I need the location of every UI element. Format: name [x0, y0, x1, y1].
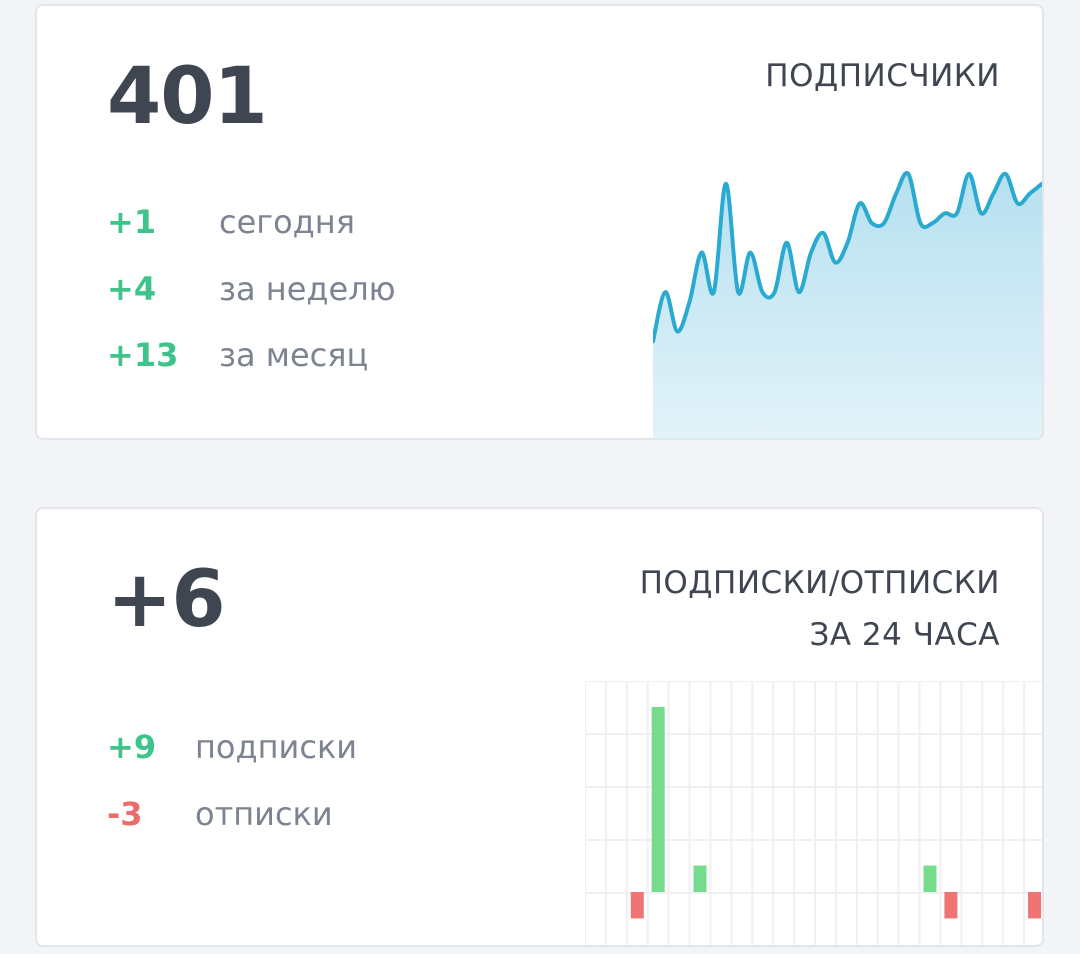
stat-today-label: сегодня [219, 203, 355, 241]
stat-week-label: за неделю [219, 270, 396, 308]
subscribers-title: ПОДПИСЧИКИ [765, 58, 1000, 94]
stat-unsubscriptions: -3 отписки [107, 798, 333, 830]
bar-negative [944, 892, 958, 919]
stat-subscriptions-value: +9 [107, 728, 157, 766]
stat-unsubscriptions-label: отписки [195, 795, 333, 833]
stat-subscriptions: +9 подписки [107, 731, 357, 763]
stat-week-value: +4 [107, 270, 157, 308]
changes-title-line2: ЗА 24 ЧАСА [809, 617, 1000, 653]
bar-negative [630, 892, 644, 919]
sparkline-line [653, 170, 1042, 344]
bar-positive [923, 865, 937, 892]
changes-title: ПОДПИСКИ/ОТПИСКИ ЗА 24 ЧАСА [640, 557, 1000, 661]
subscribers-total: 401 [107, 52, 268, 142]
stat-today-value: +1 [107, 203, 157, 241]
stat-month-value: +13 [107, 336, 179, 374]
changes-bar-chart [585, 681, 1042, 945]
stat-month-label: за месяц [219, 336, 369, 374]
bar-chart-marks [630, 707, 1042, 919]
changes-title-line1: ПОДПИСКИ/ОТПИСКИ [639, 565, 1000, 601]
stat-today: +1 сегодня [107, 206, 355, 238]
stat-week: +4 за неделю [107, 273, 396, 305]
changes-card: +6 ПОДПИСКИ/ОТПИСКИ ЗА 24 ЧАСА +9 подпис… [35, 507, 1044, 947]
bar-negative [1028, 892, 1042, 919]
stat-subscriptions-label: подписки [195, 728, 358, 766]
sparkline-area [653, 172, 1042, 438]
bar-positive [693, 865, 707, 892]
stat-unsubscriptions-value: -3 [107, 795, 143, 833]
subscribers-sparkline [653, 170, 1042, 438]
changes-net: +6 [107, 555, 226, 645]
bar-positive [651, 707, 665, 892]
stat-month: +13 за месяц [107, 339, 368, 371]
subscribers-card: 401 ПОДПИСЧИКИ +1 сегодня +4 за неделю +… [35, 4, 1044, 440]
